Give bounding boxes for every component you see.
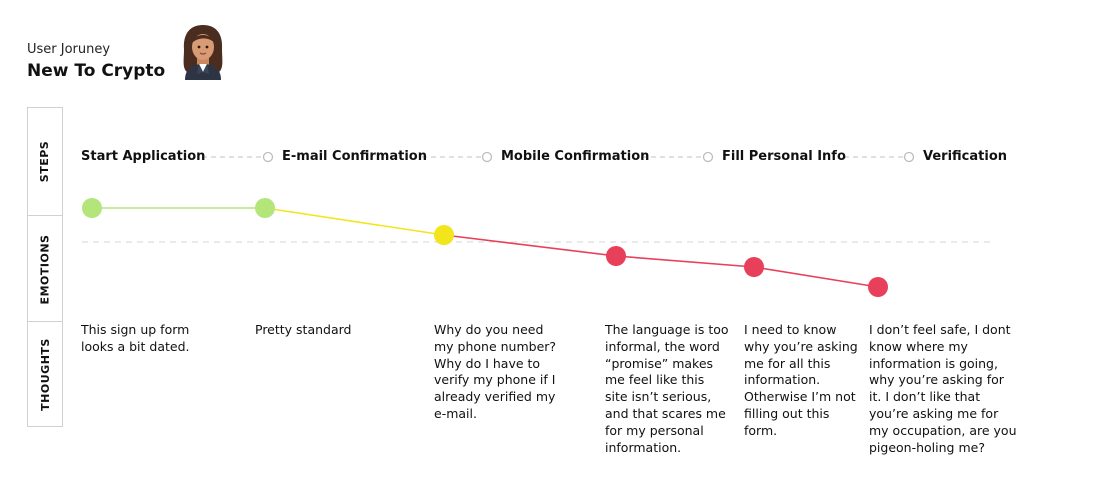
step-verification: Verification bbox=[923, 149, 1008, 164]
emotion-point bbox=[744, 257, 764, 277]
thought-text: This sign up form looks a bit dated. bbox=[81, 322, 190, 354]
thoughts-row-label: THOUGHTS bbox=[28, 321, 62, 427]
thought-text: Pretty standard bbox=[255, 322, 352, 337]
emotions-row-label: EMOTIONS bbox=[28, 215, 62, 322]
journey-title: New To Crypto bbox=[27, 61, 166, 81]
emotion-segment bbox=[443, 234, 617, 257]
thought-text: I don’t feel safe, I dont know where my … bbox=[869, 322, 1017, 455]
emotion-segment bbox=[753, 266, 879, 288]
emotion-point bbox=[82, 198, 102, 218]
step-marker bbox=[903, 151, 915, 163]
step-email-confirmation: E-mail Confirmation bbox=[282, 149, 427, 164]
row-labels-column: STEPS EMOTIONS THOUGHTS bbox=[27, 107, 63, 427]
step-start-application: Start Application bbox=[81, 149, 206, 164]
step-fill-personal-info: Fill Personal Info bbox=[722, 149, 846, 164]
emotion-point bbox=[606, 246, 626, 266]
emotion-segment bbox=[264, 207, 445, 236]
step-mobile-confirmation: Mobile Confirmation bbox=[501, 149, 650, 164]
step-marker bbox=[702, 151, 714, 163]
emotion-segment bbox=[615, 255, 755, 268]
emotion-point bbox=[868, 277, 888, 297]
thought-text: Why do you need my phone number? Why do … bbox=[434, 322, 557, 421]
journey-subtitle: User Joruney bbox=[27, 42, 111, 57]
step-marker bbox=[262, 151, 274, 163]
woman-emoji-icon bbox=[183, 25, 223, 80]
emotion-point bbox=[255, 198, 275, 218]
thought-text: The language is too informal, the word “… bbox=[605, 322, 729, 455]
step-marker bbox=[481, 151, 493, 163]
emotion-point bbox=[434, 225, 454, 245]
thought-text: I need to know why you’re asking me for … bbox=[744, 322, 858, 438]
